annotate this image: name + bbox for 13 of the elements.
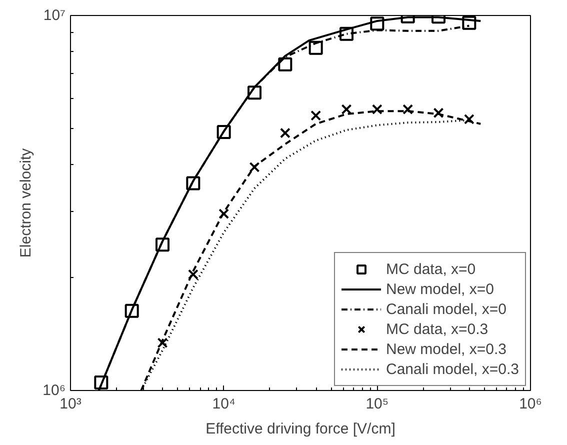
legend-label: New model, x=0 <box>386 280 494 298</box>
legend-label: MC data, x=0 <box>386 260 476 278</box>
x-tick-label: 10⁴ <box>212 396 236 412</box>
x-tick-label: 10³ <box>60 396 82 412</box>
legend-label: Canali model, x=0.3 <box>386 360 519 378</box>
x-tick-label: 10⁵ <box>366 396 389 412</box>
y-tick-label: 10⁷ <box>43 7 66 24</box>
legend-label: MC data, x=0.3 <box>386 320 488 338</box>
legend-label: Canali model, x=0 <box>386 300 506 318</box>
x-axis-title: Effective driving force [V/cm] <box>206 420 396 438</box>
legend-label: New model, x=0.3 <box>386 340 506 358</box>
x-tick-label: 10⁶ <box>519 396 542 412</box>
y-axis-title: Electron velocity <box>18 148 35 258</box>
